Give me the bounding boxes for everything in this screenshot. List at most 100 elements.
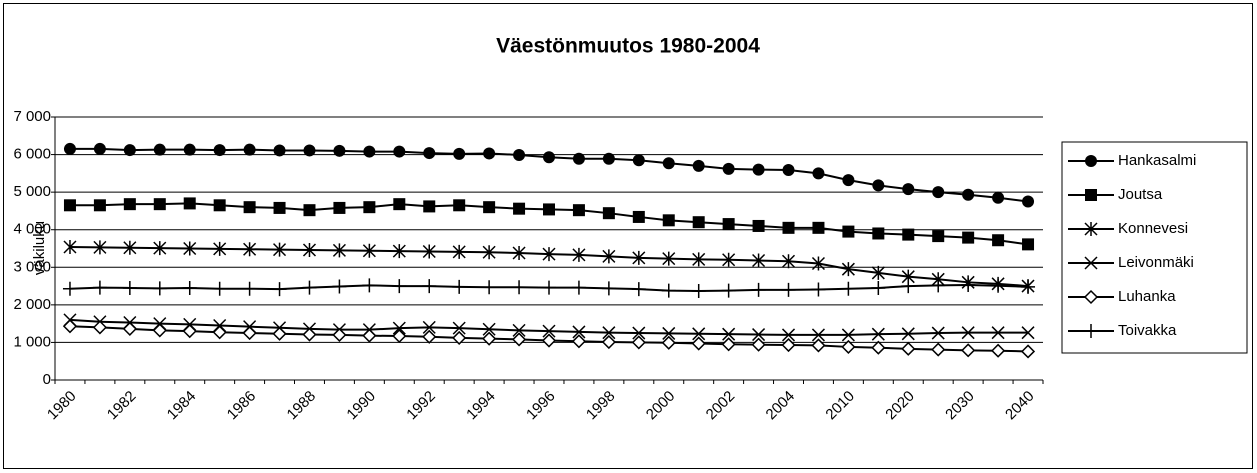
data-point	[123, 144, 136, 157]
data-point	[362, 328, 377, 343]
data-point	[571, 334, 586, 349]
data-point	[152, 281, 167, 296]
legend-marker	[1085, 189, 1097, 201]
data-point	[302, 327, 317, 342]
data-point	[212, 325, 227, 340]
data-point	[602, 326, 616, 340]
data-point	[482, 331, 497, 346]
data-point	[273, 144, 286, 157]
data-point	[272, 326, 287, 341]
data-point	[63, 142, 76, 155]
data-point	[662, 157, 675, 170]
data-point	[722, 162, 735, 175]
y-tick-label: 3 000	[13, 258, 51, 275]
data-point	[393, 198, 406, 211]
data-point	[721, 283, 736, 298]
data-point	[512, 323, 526, 337]
data-point	[601, 281, 616, 296]
data-point	[692, 216, 705, 229]
data-point	[841, 328, 855, 342]
data-point	[572, 325, 586, 339]
y-tick-label: 1 000	[13, 333, 51, 350]
data-point	[632, 154, 645, 167]
data-point	[362, 243, 376, 258]
data-point	[602, 207, 615, 220]
data-point	[453, 199, 466, 212]
data-point	[183, 197, 196, 210]
data-point	[122, 321, 137, 336]
data-point	[332, 279, 347, 294]
data-point	[333, 201, 346, 214]
data-point	[92, 280, 107, 295]
data-point	[992, 234, 1005, 247]
data-point	[123, 240, 137, 255]
data-point	[333, 144, 346, 157]
data-point	[153, 143, 166, 156]
data-point	[422, 329, 437, 344]
data-point	[122, 280, 137, 295]
legend-label: Luhanka	[1118, 288, 1176, 305]
data-point	[243, 242, 257, 257]
data-point	[722, 218, 735, 231]
data-point	[302, 243, 317, 258]
data-point	[752, 163, 765, 176]
data-point	[93, 240, 107, 255]
data-point	[182, 280, 197, 295]
data-point	[871, 340, 886, 355]
data-point	[782, 221, 795, 234]
data-point	[483, 147, 496, 160]
data-point	[213, 199, 226, 212]
data-point	[572, 247, 586, 262]
chart-border	[3, 3, 1253, 469]
data-point	[543, 203, 555, 216]
data-point	[991, 278, 1006, 293]
data-point	[93, 142, 106, 155]
y-tick-label: 6 000	[13, 146, 51, 163]
data-point	[871, 280, 886, 295]
legend-label: Hankasalmi	[1118, 152, 1196, 169]
data-point	[781, 337, 796, 353]
data-point	[902, 183, 915, 196]
data-point	[661, 283, 676, 298]
data-point	[452, 279, 467, 294]
data-point	[841, 281, 856, 296]
data-point	[423, 200, 436, 213]
data-point	[513, 148, 526, 161]
legend-box	[1061, 141, 1248, 354]
data-point	[153, 198, 166, 211]
data-point	[751, 282, 766, 297]
data-point	[931, 342, 946, 357]
data-point	[183, 241, 197, 256]
data-point	[871, 265, 885, 280]
data-point	[841, 262, 855, 277]
data-point	[392, 244, 406, 259]
data-point	[872, 179, 885, 192]
data-point	[1020, 344, 1036, 359]
data-point	[901, 327, 915, 341]
data-point	[842, 225, 855, 238]
legend-marker	[1084, 222, 1098, 236]
data-point	[722, 327, 736, 341]
data-point	[602, 249, 616, 264]
data-point	[662, 326, 676, 340]
y-axis-label: väkiluku	[31, 221, 48, 275]
data-point	[961, 277, 976, 292]
data-point	[962, 188, 975, 201]
data-point	[931, 326, 945, 340]
data-point	[303, 204, 316, 217]
data-point	[571, 280, 586, 295]
data-point	[123, 198, 136, 211]
data-point	[871, 327, 885, 341]
data-point	[452, 330, 467, 345]
data-point	[153, 241, 167, 256]
data-point	[422, 320, 436, 334]
data-point	[752, 328, 766, 342]
data-point	[901, 279, 916, 294]
data-point	[513, 202, 526, 215]
data-point	[931, 278, 946, 293]
legend-label: Leivonmäki	[1118, 254, 1194, 271]
data-point	[842, 174, 855, 187]
data-point	[63, 199, 76, 212]
y-tick-label: 4 000	[13, 221, 51, 238]
